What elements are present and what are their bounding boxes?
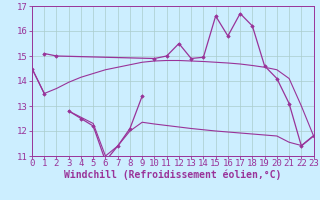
X-axis label: Windchill (Refroidissement éolien,°C): Windchill (Refroidissement éolien,°C)	[64, 169, 282, 180]
